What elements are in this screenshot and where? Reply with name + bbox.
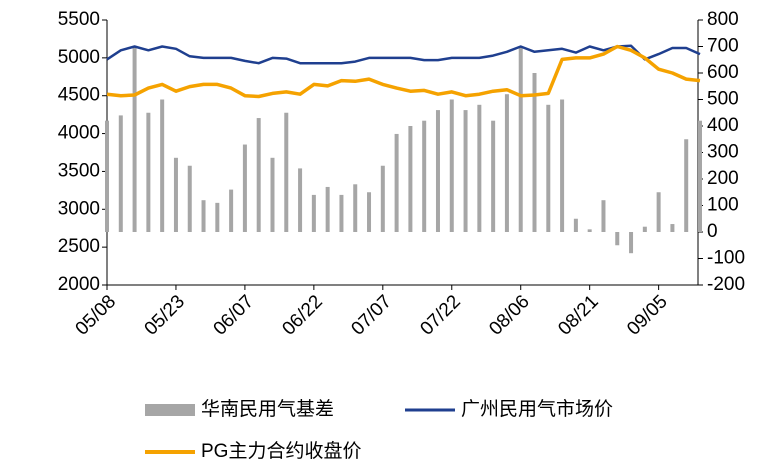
x-tick-label: 08/06 bbox=[485, 291, 533, 339]
bar bbox=[435, 110, 440, 232]
bar bbox=[339, 194, 344, 232]
bar bbox=[256, 118, 261, 232]
bar bbox=[615, 232, 620, 246]
y2-tick-label: 400 bbox=[707, 115, 739, 136]
x-tick-label: 05/08 bbox=[72, 291, 120, 339]
bar bbox=[546, 104, 551, 232]
bar bbox=[449, 99, 454, 232]
bar bbox=[477, 104, 482, 232]
bar bbox=[573, 218, 578, 232]
y-tick-label: 3500 bbox=[58, 160, 100, 181]
bar bbox=[560, 99, 565, 232]
y2-tick-label: 0 bbox=[707, 221, 718, 242]
bar bbox=[284, 112, 289, 232]
x-tick-label: 06/22 bbox=[278, 291, 326, 339]
bar bbox=[229, 189, 234, 232]
x-tick-label: 06/07 bbox=[210, 291, 258, 339]
bar bbox=[504, 94, 509, 232]
bar bbox=[422, 120, 427, 232]
y-tick-label: 3000 bbox=[58, 198, 100, 219]
bar bbox=[160, 99, 165, 232]
bar bbox=[518, 46, 523, 232]
y2-tick-label: 600 bbox=[707, 62, 739, 83]
bar bbox=[311, 194, 316, 232]
y2-tick-label: 700 bbox=[707, 36, 739, 57]
y-tick-label: 4500 bbox=[58, 85, 100, 106]
bar bbox=[270, 157, 275, 232]
line bbox=[106, 44, 701, 99]
bar bbox=[629, 232, 634, 254]
y2-tick-label: 100 bbox=[707, 195, 739, 216]
y-tick-label: 2000 bbox=[58, 274, 100, 295]
bar bbox=[201, 200, 206, 232]
y2-tick-label: -100 bbox=[707, 248, 745, 269]
bar bbox=[491, 120, 496, 232]
bar bbox=[215, 202, 220, 232]
bar bbox=[298, 168, 303, 232]
bar bbox=[146, 112, 151, 232]
bar bbox=[132, 46, 137, 232]
bar bbox=[353, 184, 358, 232]
bar bbox=[105, 120, 109, 232]
bar bbox=[325, 186, 330, 232]
bar bbox=[380, 165, 385, 232]
bar bbox=[656, 192, 661, 232]
y-tick-label: 4000 bbox=[58, 123, 100, 144]
bar bbox=[367, 192, 372, 232]
legend-label: 广州民用气市场价 bbox=[461, 398, 613, 420]
legend-label: PG主力合约收盘价 bbox=[201, 440, 361, 462]
y2-tick-label: 300 bbox=[707, 142, 739, 163]
bar bbox=[587, 229, 592, 232]
y2-tick-label: 800 bbox=[707, 9, 739, 30]
bar bbox=[670, 224, 675, 232]
bar bbox=[187, 165, 192, 232]
bar bbox=[242, 144, 247, 232]
bar bbox=[408, 126, 413, 232]
legend-swatch bbox=[145, 404, 195, 416]
bar bbox=[684, 139, 689, 232]
y2-tick-label: -200 bbox=[707, 274, 745, 295]
bar bbox=[601, 200, 606, 232]
x-tick-label: 05/23 bbox=[141, 291, 189, 339]
y-tick-label: 5000 bbox=[58, 47, 100, 68]
bar bbox=[642, 226, 647, 232]
bar bbox=[173, 157, 178, 232]
line bbox=[106, 44, 701, 65]
x-tick-label: 07/07 bbox=[347, 291, 395, 339]
bar bbox=[463, 110, 468, 232]
y-tick-label: 2500 bbox=[58, 236, 100, 257]
y2-tick-label: 500 bbox=[707, 89, 739, 110]
bar bbox=[698, 120, 702, 232]
x-tick-label: 08/21 bbox=[554, 291, 602, 339]
legend-label: 华南民用气基差 bbox=[201, 398, 334, 420]
bar bbox=[394, 133, 399, 232]
y-tick-label: 5500 bbox=[58, 9, 100, 30]
bar bbox=[118, 115, 123, 232]
x-tick-label: 07/22 bbox=[416, 291, 464, 339]
x-tick-label: 09/05 bbox=[623, 291, 671, 339]
bar bbox=[532, 73, 537, 232]
y2-tick-label: 200 bbox=[707, 168, 739, 189]
